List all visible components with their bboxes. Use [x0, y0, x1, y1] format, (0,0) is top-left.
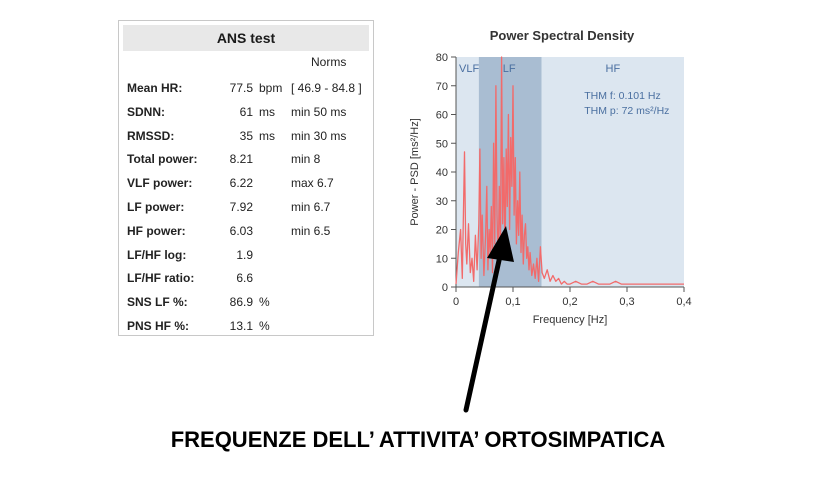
ans-row-label: LF/HF log:	[127, 247, 187, 262]
ans-row: Mean HR: 77.5 bpm [ 46.9 - 84.8 ]	[119, 81, 375, 101]
x-tick-label: 0	[453, 296, 459, 308]
ans-row-unit: bpm	[259, 81, 283, 95]
x-tick-label: 0,4	[676, 296, 691, 308]
caption-text: FREQUENZE DELL’ ATTIVITA’ ORTOSIMPATICA	[170, 427, 666, 452]
ans-row: SNS LF %: 86.9%	[119, 295, 375, 315]
chart-title: Power Spectral Density	[490, 28, 635, 43]
y-tick-label: 50	[436, 138, 448, 150]
ans-row-value: 6.6	[236, 271, 253, 286]
band-label-hf: HF	[606, 63, 621, 75]
annotation-1: THM p: 72 ms²/Hz	[584, 105, 669, 117]
arrow-shaft	[463, 253, 503, 413]
ans-row-unit: %	[259, 295, 270, 310]
ans-row: Total power: 8.21 min 8	[119, 152, 375, 172]
ans-row-norm: min 50 ms	[291, 104, 347, 119]
band-label-vlf: VLF	[459, 63, 479, 75]
band-hf	[541, 57, 684, 287]
ans-row: SDNN: 61 ms min 50 ms	[119, 105, 375, 125]
ans-row-value: 1.9	[236, 247, 253, 262]
ans-row-value: 7.92	[229, 200, 253, 214]
ans-row-value: 35	[239, 128, 253, 143]
y-tick-label: 60	[436, 110, 448, 122]
ans-row-label: SDNN:	[127, 104, 165, 119]
ans-test-title: ANS test	[123, 25, 369, 51]
ans-row-label: RMSSD:	[127, 128, 175, 143]
ans-row-value: 6.22	[229, 176, 253, 191]
psd-chart: Power Spectral Density VLF LF HF THM f: 0.10…	[409, 28, 692, 326]
ans-row: PNS HF %: 13.1%	[119, 319, 375, 339]
ans-row-norm: max 6.7	[291, 176, 334, 191]
y-tick-label: 40	[436, 167, 448, 179]
x-tick-label: 0,1	[505, 296, 520, 308]
band-vlf	[456, 57, 479, 287]
band-label-lf: LF	[503, 63, 516, 75]
ans-row: LF power: 7.92 min 6.7	[119, 200, 375, 220]
ans-row-label: SNS LF %:	[127, 295, 188, 310]
ans-row-value: 6.03	[229, 223, 253, 238]
ans-row-value: 8.21	[229, 152, 253, 167]
ans-row-norm: min 6.7	[291, 200, 331, 214]
ans-row-value: 13.1	[229, 319, 253, 333]
ans-row-value: 77.5	[229, 81, 253, 95]
y-tick-label: 80	[436, 52, 448, 64]
y-axis-label: Power - PSD [ms²/Hz]	[409, 118, 421, 226]
ans-row-label: PNS HF %:	[127, 319, 190, 333]
ans-row-unit: ms	[259, 128, 275, 143]
norms-header: Norms	[311, 55, 347, 69]
x-tick-label: 0,2	[562, 296, 577, 308]
ans-row-label: LF/HF ratio:	[127, 271, 195, 286]
ans-row: HF power: 6.03 min 6.5	[119, 224, 375, 244]
y-tick-label: 0	[442, 282, 448, 294]
ans-row-unit: %	[259, 319, 270, 333]
ans-row-label: HF power:	[127, 223, 186, 238]
x-axis-label: Frequency [Hz]	[533, 314, 608, 326]
ans-row-norm: min 30 ms	[291, 128, 347, 143]
y-tick-label: 10	[436, 253, 448, 265]
ans-row-label: Mean HR:	[127, 81, 183, 95]
ans-row: LF/HF log: 1.9	[119, 248, 375, 268]
y-tick-label: 20	[436, 225, 448, 237]
ans-test-panel: ANS test Norms Mean HR: 77.5 bpm [ 46.9 - 8…	[118, 20, 374, 336]
ans-row-unit: ms	[259, 104, 275, 119]
annotation-0: THM f: 0.101 Hz	[584, 90, 660, 102]
arrow-head	[487, 226, 514, 262]
ans-row-label: VLF power:	[127, 176, 193, 191]
y-tick-label: 70	[436, 81, 448, 93]
ans-row-norm: min 6.5	[291, 223, 331, 238]
ans-row-value: 61	[239, 104, 253, 119]
ans-row-label: Total power:	[127, 152, 198, 167]
ans-row-label: LF power:	[127, 200, 185, 214]
psd-series-line	[455, 56, 684, 285]
ans-row-norm: [ 46.9 - 84.8 ]	[291, 81, 362, 95]
x-tick-label: 0,3	[619, 296, 634, 308]
ans-row-norm: min 8	[291, 152, 321, 167]
ans-row: VLF power: 6.22 max 6.7	[119, 176, 375, 196]
ans-row-value: 86.9	[229, 295, 253, 310]
ans-row: RMSSD: 35 ms min 30 ms	[119, 129, 375, 149]
y-tick-label: 30	[436, 196, 448, 208]
ans-row: LF/HF ratio: 6.6	[119, 271, 375, 291]
